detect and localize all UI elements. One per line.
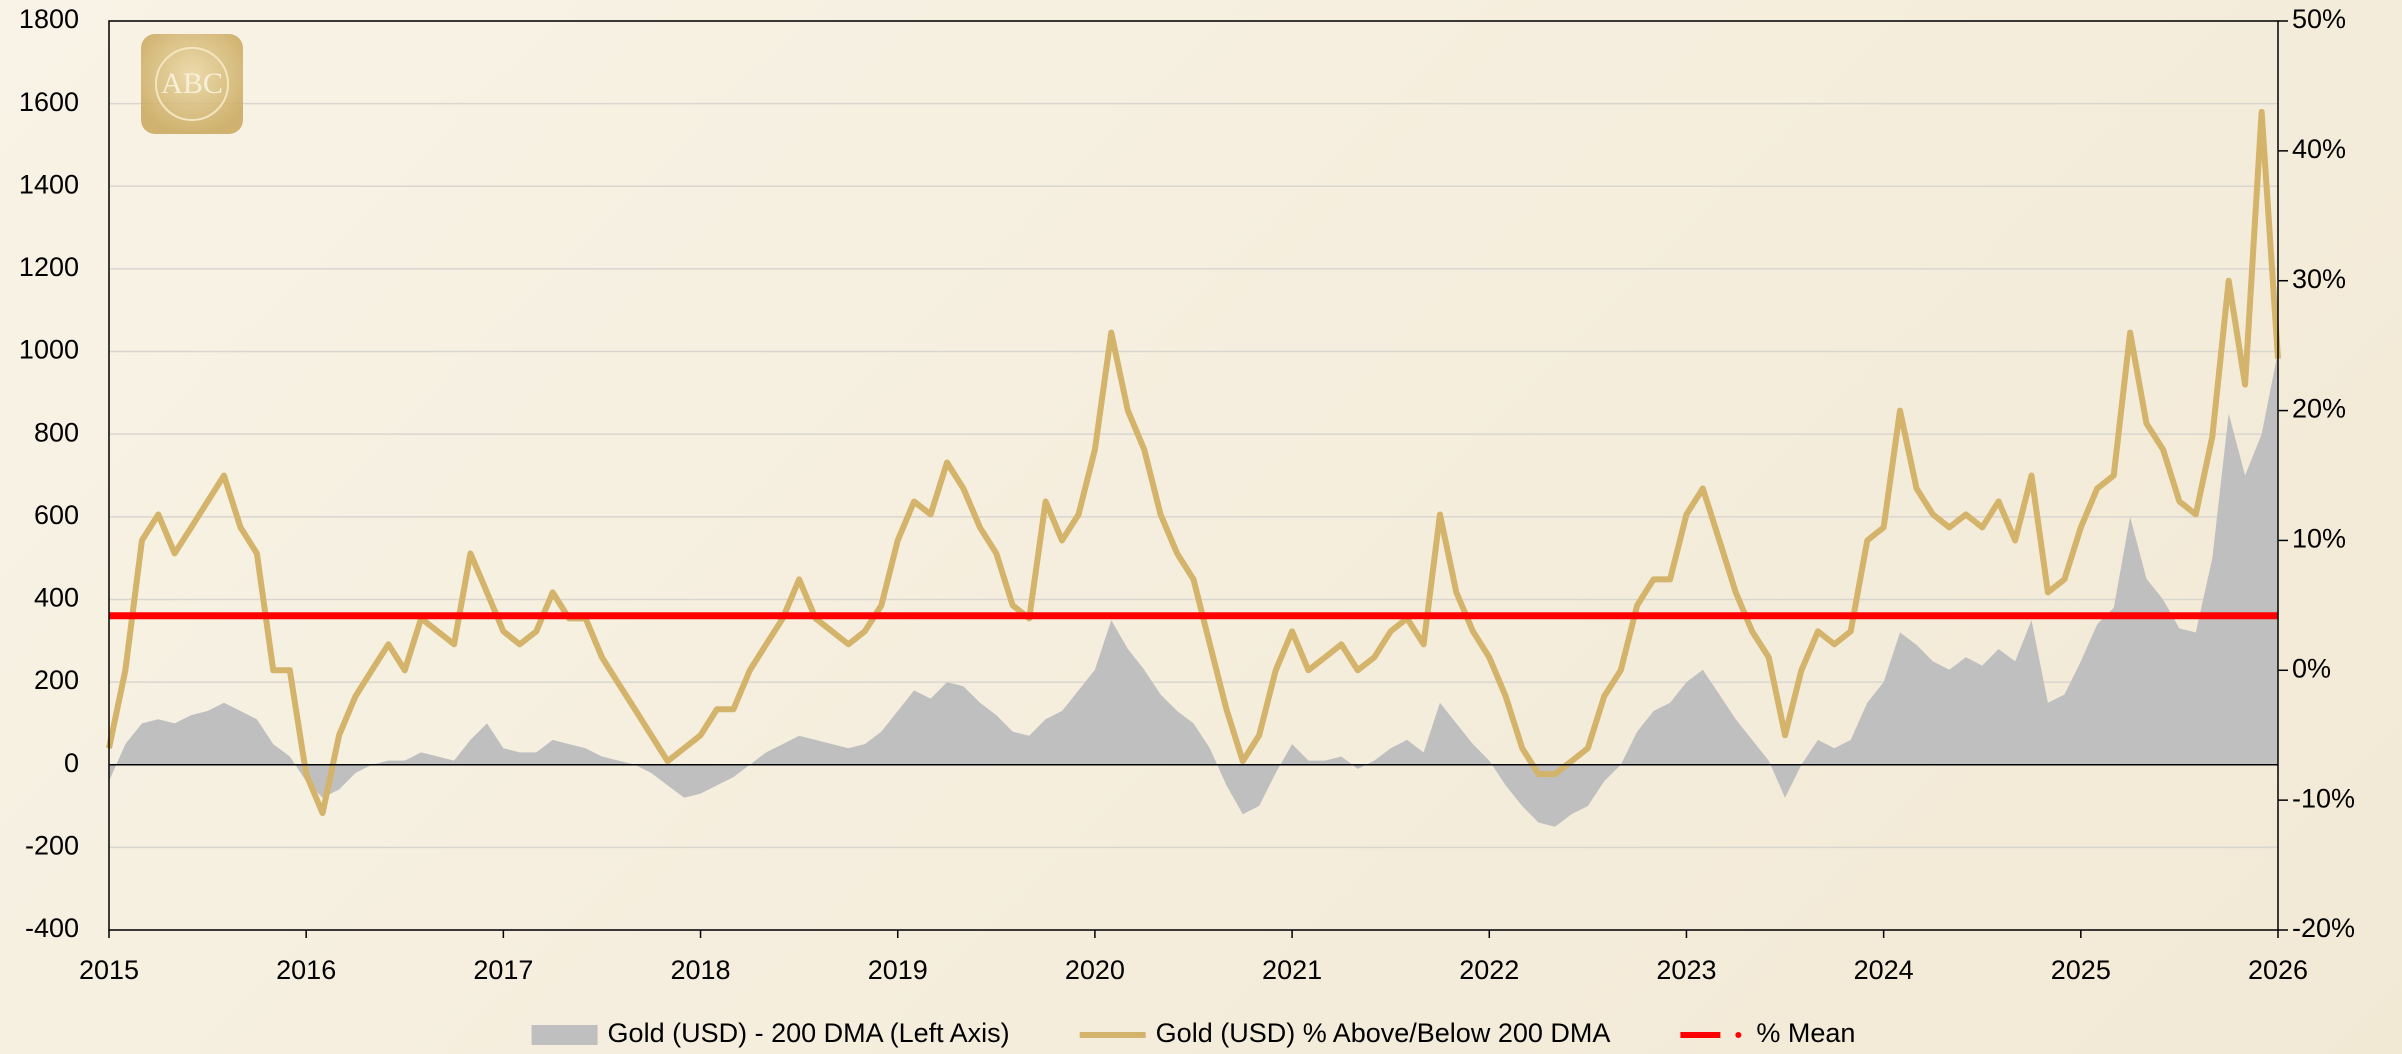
x-tick-label: 2025 [2051, 955, 2111, 985]
y2-tick-label: -20% [2292, 913, 2355, 943]
y2-tick-label: 50% [2292, 4, 2346, 34]
line [106, 108, 2281, 817]
y2-tick-label: 30% [2292, 264, 2346, 294]
x-tick-label: 2023 [1656, 955, 1716, 985]
y2-tick-label: 0% [2292, 653, 2331, 683]
plot-frame [108, 20, 2279, 931]
legend-swatch [531, 1025, 598, 1045]
legend-marker [1735, 1032, 1742, 1038]
y2-tick-label: -10% [2292, 783, 2355, 813]
logo-ring [155, 47, 229, 121]
x-tick-label: 2020 [1065, 955, 1125, 985]
y-tick-label: 600 [34, 500, 79, 530]
x-tick-label: 2024 [1854, 955, 1914, 985]
y2-tick-label: 10% [2292, 524, 2346, 554]
y-tick-label: 1600 [19, 87, 79, 117]
legend: Gold (USD) - 200 DMA (Left Axis) Gold (US… [531, 1018, 1855, 1048]
legend-item: % Mean [1680, 1018, 1855, 1048]
x-tick-label: 2018 [671, 955, 731, 985]
y-tick-label: 400 [34, 583, 79, 613]
legend-label: % Mean [1756, 1018, 1855, 1048]
y-tick-label: 1200 [19, 252, 79, 282]
legend-label: Gold (USD) % Above/Below 200 DMA [1156, 1018, 1611, 1048]
x-tick-label: 2022 [1459, 955, 1519, 985]
x-tick-label: 2019 [868, 955, 928, 985]
y-tick-label: 0 [64, 748, 79, 778]
plot-area [109, 20, 2278, 931]
x-tick-label: 2017 [473, 955, 533, 985]
y-tick-label: 200 [34, 665, 79, 695]
y-tick-label: 800 [34, 417, 79, 447]
y-tick-label: 1400 [19, 169, 79, 199]
legend-item: Gold (USD) - 200 DMA (Left Axis) [531, 1018, 1010, 1048]
x-tick-label: 2021 [1262, 955, 1322, 985]
y2-tick-label: 40% [2292, 134, 2346, 164]
x-tick-label: 2016 [276, 955, 336, 985]
area [109, 351, 2278, 827]
x-tick-label: 2026 [2248, 955, 2308, 985]
y2-tick-label: 20% [2292, 394, 2346, 424]
logo-text: ABC [161, 67, 223, 100]
y-tick-label: 1800 [19, 4, 79, 34]
legend-label: Gold (USD) - 200 DMA (Left Axis) [608, 1018, 1010, 1048]
y-tick-label: -400 [25, 913, 79, 943]
y-tick-label: -200 [25, 830, 79, 860]
y-tick-label: 1000 [19, 335, 79, 365]
legend-item: Gold (USD) % Above/Below 200 DMA [1079, 1018, 1611, 1048]
x-tick-label: 2015 [79, 955, 139, 985]
logo: ABC [141, 34, 243, 134]
